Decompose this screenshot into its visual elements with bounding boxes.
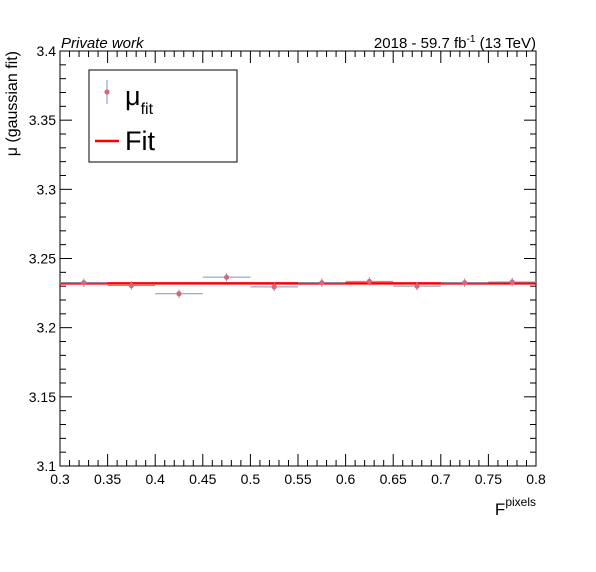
x-axis-title-main: F xyxy=(495,500,505,519)
luminosity-label: 2018 - 59.7 fb-1 (13 TeV) xyxy=(374,34,536,52)
x-tick-label: 0.3 xyxy=(50,471,70,487)
data-point xyxy=(440,278,489,287)
point-marker xyxy=(414,283,420,289)
data-point xyxy=(202,273,251,282)
legend-entry-mu: μfit xyxy=(125,81,154,118)
y-tick-label: 3.25 xyxy=(29,251,56,267)
x-tick-label: 0.5 xyxy=(241,471,261,487)
data-point xyxy=(393,282,441,291)
point-marker xyxy=(509,279,515,285)
y-axis-title: μ (gaussian fit) xyxy=(4,51,21,156)
point-marker xyxy=(176,291,182,297)
x-tick-label: 0.7 xyxy=(431,471,451,487)
y-tick-label: 3.1 xyxy=(37,458,57,474)
point-marker xyxy=(366,278,372,284)
x-tick-label: 0.6 xyxy=(336,471,356,487)
luminosity-tail: (13 TeV) xyxy=(475,35,536,52)
luminosity-main: 2018 - 59.7 fb xyxy=(374,35,467,52)
x-axis-title-sup: pixels xyxy=(505,495,536,509)
x-tick-label: 0.45 xyxy=(189,471,216,487)
y-tick-label: 3.2 xyxy=(37,320,57,336)
tick-labels: 0.3 0.35 0.4 0.45 0.5 0.55 0.6 0.65 0.7 0.75 0.8 3.… xyxy=(29,43,546,487)
legend-entry-fit: Fit xyxy=(125,126,155,156)
y-tick-label: 3.35 xyxy=(29,112,56,128)
x-tick-label: 0.65 xyxy=(380,471,407,487)
x-tick-label: 0.4 xyxy=(145,471,165,487)
data-point xyxy=(107,281,156,290)
y-tick-label: 3.15 xyxy=(29,389,56,405)
data-point xyxy=(60,278,108,287)
data-point xyxy=(298,278,346,287)
legend-mu-symbol: μ xyxy=(125,81,141,111)
y-tick-label: 3.4 xyxy=(37,43,57,59)
data-point xyxy=(345,277,394,286)
legend-box xyxy=(88,69,238,163)
legend-mu-sub: fit xyxy=(141,101,154,118)
data-point xyxy=(155,289,203,298)
point-marker xyxy=(271,284,277,290)
point-marker xyxy=(319,280,325,286)
luminosity-sup: -1 xyxy=(467,34,476,45)
point-marker xyxy=(128,282,134,289)
data-point xyxy=(250,282,298,292)
axis-ticks xyxy=(59,50,537,467)
x-tick-label: 0.8 xyxy=(526,471,546,487)
x-axis-title: Fpixels xyxy=(495,495,536,519)
data-points xyxy=(60,273,536,298)
point-marker xyxy=(81,280,87,286)
x-tick-label: 0.75 xyxy=(475,471,502,487)
data-point xyxy=(488,277,536,287)
y-tick-label: 3.3 xyxy=(37,181,57,197)
private-work-label: Private work xyxy=(61,35,145,52)
legend: μfit Fit xyxy=(88,69,238,163)
x-tick-label: 0.35 xyxy=(94,471,121,487)
point-marker xyxy=(224,274,230,280)
legend-marker xyxy=(104,89,110,95)
x-tick-label: 0.55 xyxy=(284,471,311,487)
point-marker xyxy=(462,280,468,286)
